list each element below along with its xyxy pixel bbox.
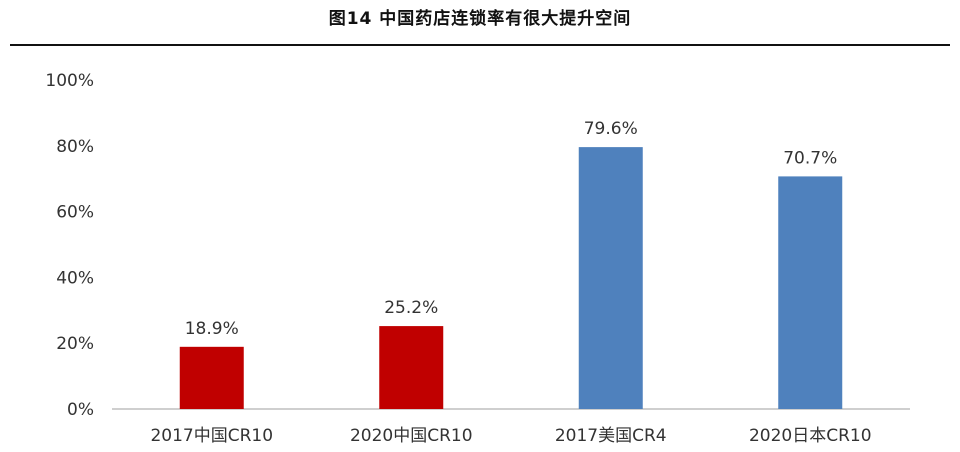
y-tick-label: 80% bbox=[56, 137, 94, 157]
data-label: 79.6% bbox=[584, 119, 638, 139]
x-tick-label: 2017美国CR4 bbox=[555, 426, 667, 446]
x-tick-label: 2020日本CR10 bbox=[749, 426, 872, 446]
bar bbox=[778, 176, 843, 409]
y-tick-label: 40% bbox=[56, 268, 94, 288]
data-label: 25.2% bbox=[384, 298, 438, 318]
x-tick-label: 2020中国CR10 bbox=[350, 426, 473, 446]
y-tick-label: 0% bbox=[67, 400, 94, 420]
title-rule bbox=[10, 44, 950, 46]
y-tick-label: 100% bbox=[45, 71, 94, 91]
y-tick-label: 20% bbox=[56, 334, 94, 354]
x-tick-label: 2017中国CR10 bbox=[150, 426, 273, 446]
bar bbox=[179, 346, 244, 409]
data-label: 18.9% bbox=[185, 319, 239, 339]
y-tick-label: 60% bbox=[56, 203, 94, 223]
bar bbox=[379, 326, 444, 409]
data-label: 70.7% bbox=[783, 148, 837, 168]
bar bbox=[578, 147, 643, 409]
figure-title: 图14 中国药店连锁率有很大提升空间 bbox=[328, 9, 632, 29]
